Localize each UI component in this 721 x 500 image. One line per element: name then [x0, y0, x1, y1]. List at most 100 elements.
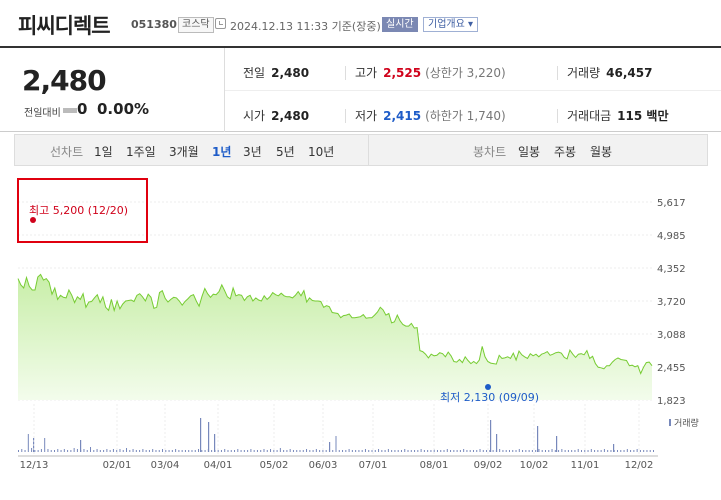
volume-bar — [256, 450, 258, 452]
period-1d[interactable]: 1일 — [94, 145, 113, 159]
highlight-box — [17, 178, 148, 243]
volume-bar — [155, 450, 157, 452]
volume-bar — [371, 450, 373, 452]
volume-bar — [70, 450, 72, 452]
volume-spike — [613, 444, 615, 452]
volume-bar — [335, 436, 337, 452]
volume-bar — [554, 450, 556, 452]
volume-bar — [531, 450, 533, 452]
candle-monthly[interactable]: 월봉 — [590, 145, 613, 159]
volume-bar — [93, 450, 95, 452]
volume-bar — [325, 450, 327, 452]
x-tick-label: 06/03 — [309, 460, 338, 471]
volume-bar — [607, 450, 609, 452]
volume-bar — [525, 450, 527, 452]
volume-bar — [243, 450, 245, 452]
volume-spike — [496, 434, 498, 452]
volume-bar — [37, 450, 39, 452]
volume-bar — [623, 450, 625, 452]
volume-bar — [204, 450, 206, 452]
volume-bar — [626, 449, 628, 452]
line-chart-label: 선차트 — [50, 145, 84, 159]
x-tick-label: 08/01 — [420, 460, 449, 471]
divider — [345, 109, 346, 123]
volume-bar — [613, 450, 615, 452]
volume-bar — [276, 450, 278, 452]
volume-bar — [486, 450, 488, 452]
volume-bar — [446, 449, 448, 452]
price-line — [17, 273, 653, 375]
volume-bar — [54, 450, 56, 452]
volume-bar — [240, 450, 242, 452]
volume-bar — [191, 450, 193, 452]
candle-chart-label: 봉차트 — [473, 145, 507, 159]
volume-bar — [502, 450, 504, 452]
high-marker — [30, 217, 36, 223]
volume-bar — [247, 450, 249, 452]
candle-weekly[interactable]: 주봉 — [554, 145, 577, 159]
volume-bar — [34, 450, 36, 452]
volume-bar — [83, 449, 85, 452]
volume-bar — [633, 450, 635, 452]
volume-bar — [184, 450, 186, 452]
period-3m[interactable]: 3개월 — [169, 145, 199, 159]
volume-bar — [374, 450, 376, 452]
volume-bar — [306, 449, 308, 452]
stock-code: 051380 — [131, 18, 177, 31]
volume-bar — [515, 450, 517, 452]
timestamp: 2024.12.13 11:33 기준(장중) — [230, 20, 381, 33]
volume-bar — [237, 449, 239, 452]
period-5y[interactable]: 5년 — [276, 145, 295, 159]
price-area — [18, 274, 652, 400]
volume-bar — [31, 448, 33, 452]
volume-bar — [597, 450, 599, 452]
y-tick-label: 5,617 — [657, 198, 686, 209]
volume-bar — [653, 450, 654, 452]
low-marker — [485, 384, 491, 390]
volume-bar — [44, 438, 46, 452]
y-tick-label: 4,352 — [657, 264, 686, 275]
x-tick-label: 11/01 — [571, 460, 600, 471]
period-10y[interactable]: 10년 — [308, 145, 335, 159]
volume-bar — [400, 450, 402, 452]
corp-info-button[interactable]: 기업개요 ▾ — [423, 17, 478, 32]
volume-bar — [253, 450, 255, 452]
volume-bar — [194, 450, 196, 452]
period-divider — [368, 135, 369, 165]
volume-bar — [584, 450, 586, 452]
volume-bar — [279, 448, 281, 452]
volume-bar — [561, 449, 563, 452]
volume-bar — [158, 450, 160, 452]
volume-bar — [564, 450, 566, 452]
volume-bar — [394, 450, 396, 452]
volume-spike — [80, 440, 82, 452]
volume-bar — [302, 450, 304, 452]
candle-daily[interactable]: 일봉 — [518, 145, 541, 159]
volume-bar — [126, 448, 128, 452]
period-1w[interactable]: 1주일 — [126, 145, 156, 159]
volume-bar — [60, 450, 62, 452]
volume-bar — [518, 449, 520, 452]
volume-bar — [384, 450, 386, 452]
volume-bar — [50, 450, 52, 452]
x-tick-label: 04/01 — [204, 460, 233, 471]
volume-bar — [466, 450, 468, 452]
volume-bar — [273, 450, 275, 452]
volume-bar — [600, 450, 602, 452]
x-axis: 12/13 02/01 03/04 04/01 05/02 06/03 07/01 08/01… — [18, 404, 658, 471]
volume-bar — [40, 449, 42, 452]
period-3y[interactable]: 3년 — [243, 145, 262, 159]
open-price: 시가 2,480 — [243, 109, 310, 123]
volume-bar — [482, 450, 484, 452]
x-tick-label: 12/02 — [625, 460, 654, 471]
y-tick-label: 3,088 — [657, 330, 686, 341]
period-1y[interactable]: 1년 — [212, 145, 232, 159]
volume-bar — [643, 450, 645, 452]
volume-bar — [57, 449, 59, 452]
volume-bar — [90, 447, 92, 452]
volume-bar — [649, 450, 651, 452]
volume-bar — [443, 450, 445, 452]
volume-bar — [594, 450, 596, 452]
y-tick-label: 3,720 — [657, 297, 686, 308]
